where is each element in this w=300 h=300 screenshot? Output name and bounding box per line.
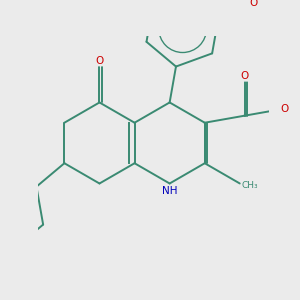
Text: NH: NH	[162, 186, 177, 196]
Text: O: O	[241, 71, 249, 81]
Text: O: O	[280, 103, 289, 114]
Text: O: O	[249, 0, 257, 8]
Text: CH₃: CH₃	[241, 181, 258, 190]
Text: O: O	[95, 56, 104, 66]
